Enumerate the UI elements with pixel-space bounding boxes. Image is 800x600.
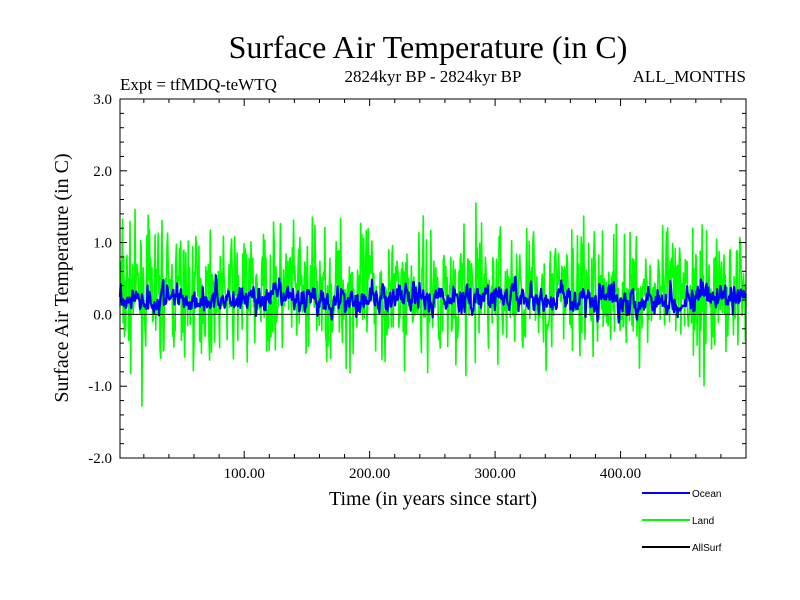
series-line-ocean xyxy=(118,274,748,324)
x-axis-label: Time (in years since start) xyxy=(329,488,537,510)
legend-label-allsurf: AllSurf xyxy=(692,543,722,554)
y-tick-label: 0.0 xyxy=(93,307,112,323)
chart-subtitle-center: 2824kyr BP - 2824kyr BP xyxy=(345,67,522,86)
y-axis-label: Surface Air Temperature (in C) xyxy=(51,153,73,402)
y-tick-label: 2.0 xyxy=(93,164,112,180)
chart-subtitle-right: ALL_MONTHS xyxy=(633,67,746,86)
chart-title: Surface Air Temperature (in C) xyxy=(229,29,628,65)
plot-frame xyxy=(119,98,747,459)
legend-label-land: Land xyxy=(692,516,714,527)
x-tick-label: 100.00 xyxy=(224,466,265,482)
x-tick-label: 300.00 xyxy=(474,466,515,482)
axis-layer: 100.00 200.00 300.00 400.00 -2.0 -1.0 0.0 1.0 2.… xyxy=(88,92,746,482)
x-tick-label: 200.00 xyxy=(349,466,390,482)
series-layer xyxy=(118,202,748,407)
legend-label-ocean: Ocean xyxy=(692,489,721,500)
chart-subtitle-left: Expt = tfMDQ-teWTQ xyxy=(120,75,277,94)
legend: Ocean Land AllSurf xyxy=(642,489,722,554)
y-tick-label: 3.0 xyxy=(93,92,112,108)
y-tick-label: -1.0 xyxy=(88,379,112,395)
x-tick-label: 400.00 xyxy=(600,466,641,482)
y-tick-label: -2.0 xyxy=(88,451,112,467)
y-tick-label: 1.0 xyxy=(93,236,112,252)
